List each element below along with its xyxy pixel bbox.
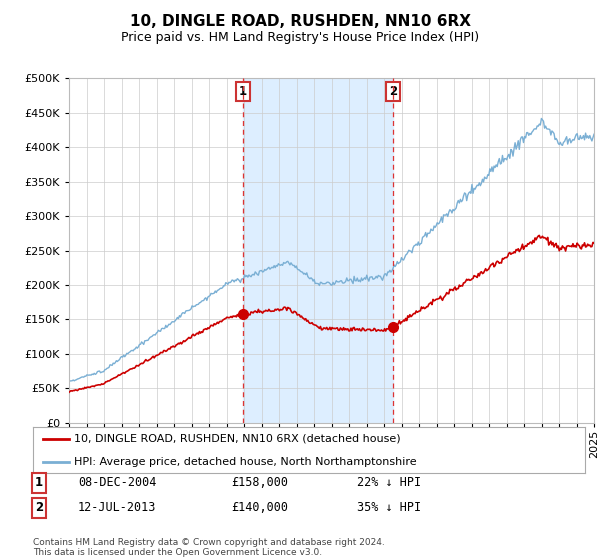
Text: 2: 2: [35, 501, 43, 515]
Text: 35% ↓ HPI: 35% ↓ HPI: [357, 501, 421, 515]
Text: Contains HM Land Registry data © Crown copyright and database right 2024.
This d: Contains HM Land Registry data © Crown c…: [33, 538, 385, 557]
Text: 1: 1: [35, 476, 43, 489]
Text: 2: 2: [389, 85, 397, 99]
Text: 10, DINGLE ROAD, RUSHDEN, NN10 6RX: 10, DINGLE ROAD, RUSHDEN, NN10 6RX: [130, 14, 470, 29]
Bar: [242, 78, 393, 423]
Text: £158,000: £158,000: [231, 476, 288, 489]
Text: 08-DEC-2004: 08-DEC-2004: [78, 476, 157, 489]
Text: 12-JUL-2013: 12-JUL-2013: [78, 501, 157, 515]
Text: Price paid vs. HM Land Registry's House Price Index (HPI): Price paid vs. HM Land Registry's House …: [121, 31, 479, 44]
Text: 1: 1: [239, 85, 247, 99]
Text: 22% ↓ HPI: 22% ↓ HPI: [357, 476, 421, 489]
Text: HPI: Average price, detached house, North Northamptonshire: HPI: Average price, detached house, Nort…: [74, 457, 417, 466]
Text: £140,000: £140,000: [231, 501, 288, 515]
Text: 10, DINGLE ROAD, RUSHDEN, NN10 6RX (detached house): 10, DINGLE ROAD, RUSHDEN, NN10 6RX (deta…: [74, 434, 401, 444]
